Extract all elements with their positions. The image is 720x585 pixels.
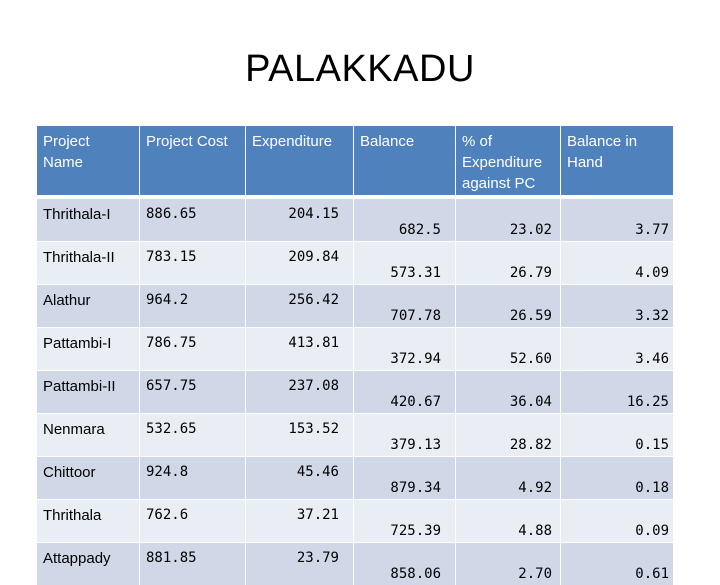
cell-balance: 372.94 xyxy=(354,327,456,370)
cell-balance: 379.13 xyxy=(354,413,456,456)
cell-balance-in-hand: 0.15 xyxy=(561,413,673,456)
table-row: Pattambi-II 657.75 237.08 420.67 36.04 1… xyxy=(37,370,673,413)
cell-project-cost: 762.6 xyxy=(140,499,246,542)
cell-project-name: Pattambi-II xyxy=(37,370,140,413)
page-title: PALAKKADU xyxy=(245,48,475,90)
cell-balance: 879.34 xyxy=(354,456,456,499)
header-row: Project Name Project Cost Expenditure Ba… xyxy=(37,126,673,198)
table-row: Nenmara 532.65 153.52 379.13 28.82 0.15 xyxy=(37,413,673,456)
cell-expenditure: 256.42 xyxy=(246,284,354,327)
cell-balance: 682.5 xyxy=(354,198,456,241)
cell-balance-in-hand: 3.46 xyxy=(561,327,673,370)
cell-balance: 725.39 xyxy=(354,499,456,542)
header-project-name: Project Name xyxy=(37,126,140,198)
cell-percent-expenditure: 26.79 xyxy=(456,241,561,284)
cell-project-name: Alathur xyxy=(37,284,140,327)
cell-expenditure: 153.52 xyxy=(246,413,354,456)
cell-project-name: Thrithala-I xyxy=(37,198,140,241)
cell-project-cost: 964.2 xyxy=(140,284,246,327)
cell-project-name: Thrithala xyxy=(37,499,140,542)
table-row: Thrithala-I 886.65 204.15 682.5 23.02 3.… xyxy=(37,198,673,241)
table-row: Pattambi-I 786.75 413.81 372.94 52.60 3.… xyxy=(37,327,673,370)
table-row: Alathur 964.2 256.42 707.78 26.59 3.32 xyxy=(37,284,673,327)
cell-project-name: Pattambi-I xyxy=(37,327,140,370)
header-balance: Balance xyxy=(354,126,456,198)
cell-project-cost: 881.85 xyxy=(140,542,246,585)
cell-balance-in-hand: 4.09 xyxy=(561,241,673,284)
cell-project-name: Attappady xyxy=(37,542,140,585)
cell-percent-expenditure: 2.70 xyxy=(456,542,561,585)
cell-balance: 420.67 xyxy=(354,370,456,413)
cell-balance-in-hand: 0.18 xyxy=(561,456,673,499)
cell-project-cost: 924.8 xyxy=(140,456,246,499)
table-body: Thrithala-I 886.65 204.15 682.5 23.02 3.… xyxy=(37,198,673,585)
cell-expenditure: 237.08 xyxy=(246,370,354,413)
table-row: Attappady 881.85 23.79 858.06 2.70 0.61 xyxy=(37,542,673,585)
cell-balance-in-hand: 0.61 xyxy=(561,542,673,585)
table-header: Project Name Project Cost Expenditure Ba… xyxy=(37,126,673,198)
header-balance-in-hand: Balance in Hand xyxy=(561,126,673,198)
cell-expenditure: 209.84 xyxy=(246,241,354,284)
cell-project-cost: 786.75 xyxy=(140,327,246,370)
cell-percent-expenditure: 4.92 xyxy=(456,456,561,499)
cell-project-name: Thrithala-II xyxy=(37,241,140,284)
cell-balance-in-hand: 16.25 xyxy=(561,370,673,413)
cell-percent-expenditure: 52.60 xyxy=(456,327,561,370)
cell-project-cost: 657.75 xyxy=(140,370,246,413)
cell-balance-in-hand: 3.32 xyxy=(561,284,673,327)
cell-balance: 707.78 xyxy=(354,284,456,327)
cell-percent-expenditure: 28.82 xyxy=(456,413,561,456)
cell-project-cost: 886.65 xyxy=(140,198,246,241)
table-row: Thrithala 762.6 37.21 725.39 4.88 0.09 xyxy=(37,499,673,542)
cell-project-name: Chittoor xyxy=(37,456,140,499)
cell-balance: 858.06 xyxy=(354,542,456,585)
cell-expenditure: 204.15 xyxy=(246,198,354,241)
cell-balance-in-hand: 0.09 xyxy=(561,499,673,542)
table-row: Chittoor 924.8 45.46 879.34 4.92 0.18 xyxy=(37,456,673,499)
cell-balance: 573.31 xyxy=(354,241,456,284)
cell-expenditure: 37.21 xyxy=(246,499,354,542)
cell-project-cost: 532.65 xyxy=(140,413,246,456)
table-row: Thrithala-II 783.15 209.84 573.31 26.79 … xyxy=(37,241,673,284)
header-project-cost: Project Cost xyxy=(140,126,246,198)
cell-expenditure: 413.81 xyxy=(246,327,354,370)
cell-percent-expenditure: 4.88 xyxy=(456,499,561,542)
projects-table: Project Name Project Cost Expenditure Ba… xyxy=(37,126,673,585)
cell-expenditure: 45.46 xyxy=(246,456,354,499)
cell-expenditure: 23.79 xyxy=(246,542,354,585)
header-expenditure: Expenditure xyxy=(246,126,354,198)
cell-balance-in-hand: 3.77 xyxy=(561,198,673,241)
cell-percent-expenditure: 36.04 xyxy=(456,370,561,413)
cell-percent-expenditure: 26.59 xyxy=(456,284,561,327)
header-percent-expenditure: % of Expenditure against PC xyxy=(456,126,561,198)
cell-project-cost: 783.15 xyxy=(140,241,246,284)
cell-project-name: Nenmara xyxy=(37,413,140,456)
cell-percent-expenditure: 23.02 xyxy=(456,198,561,241)
